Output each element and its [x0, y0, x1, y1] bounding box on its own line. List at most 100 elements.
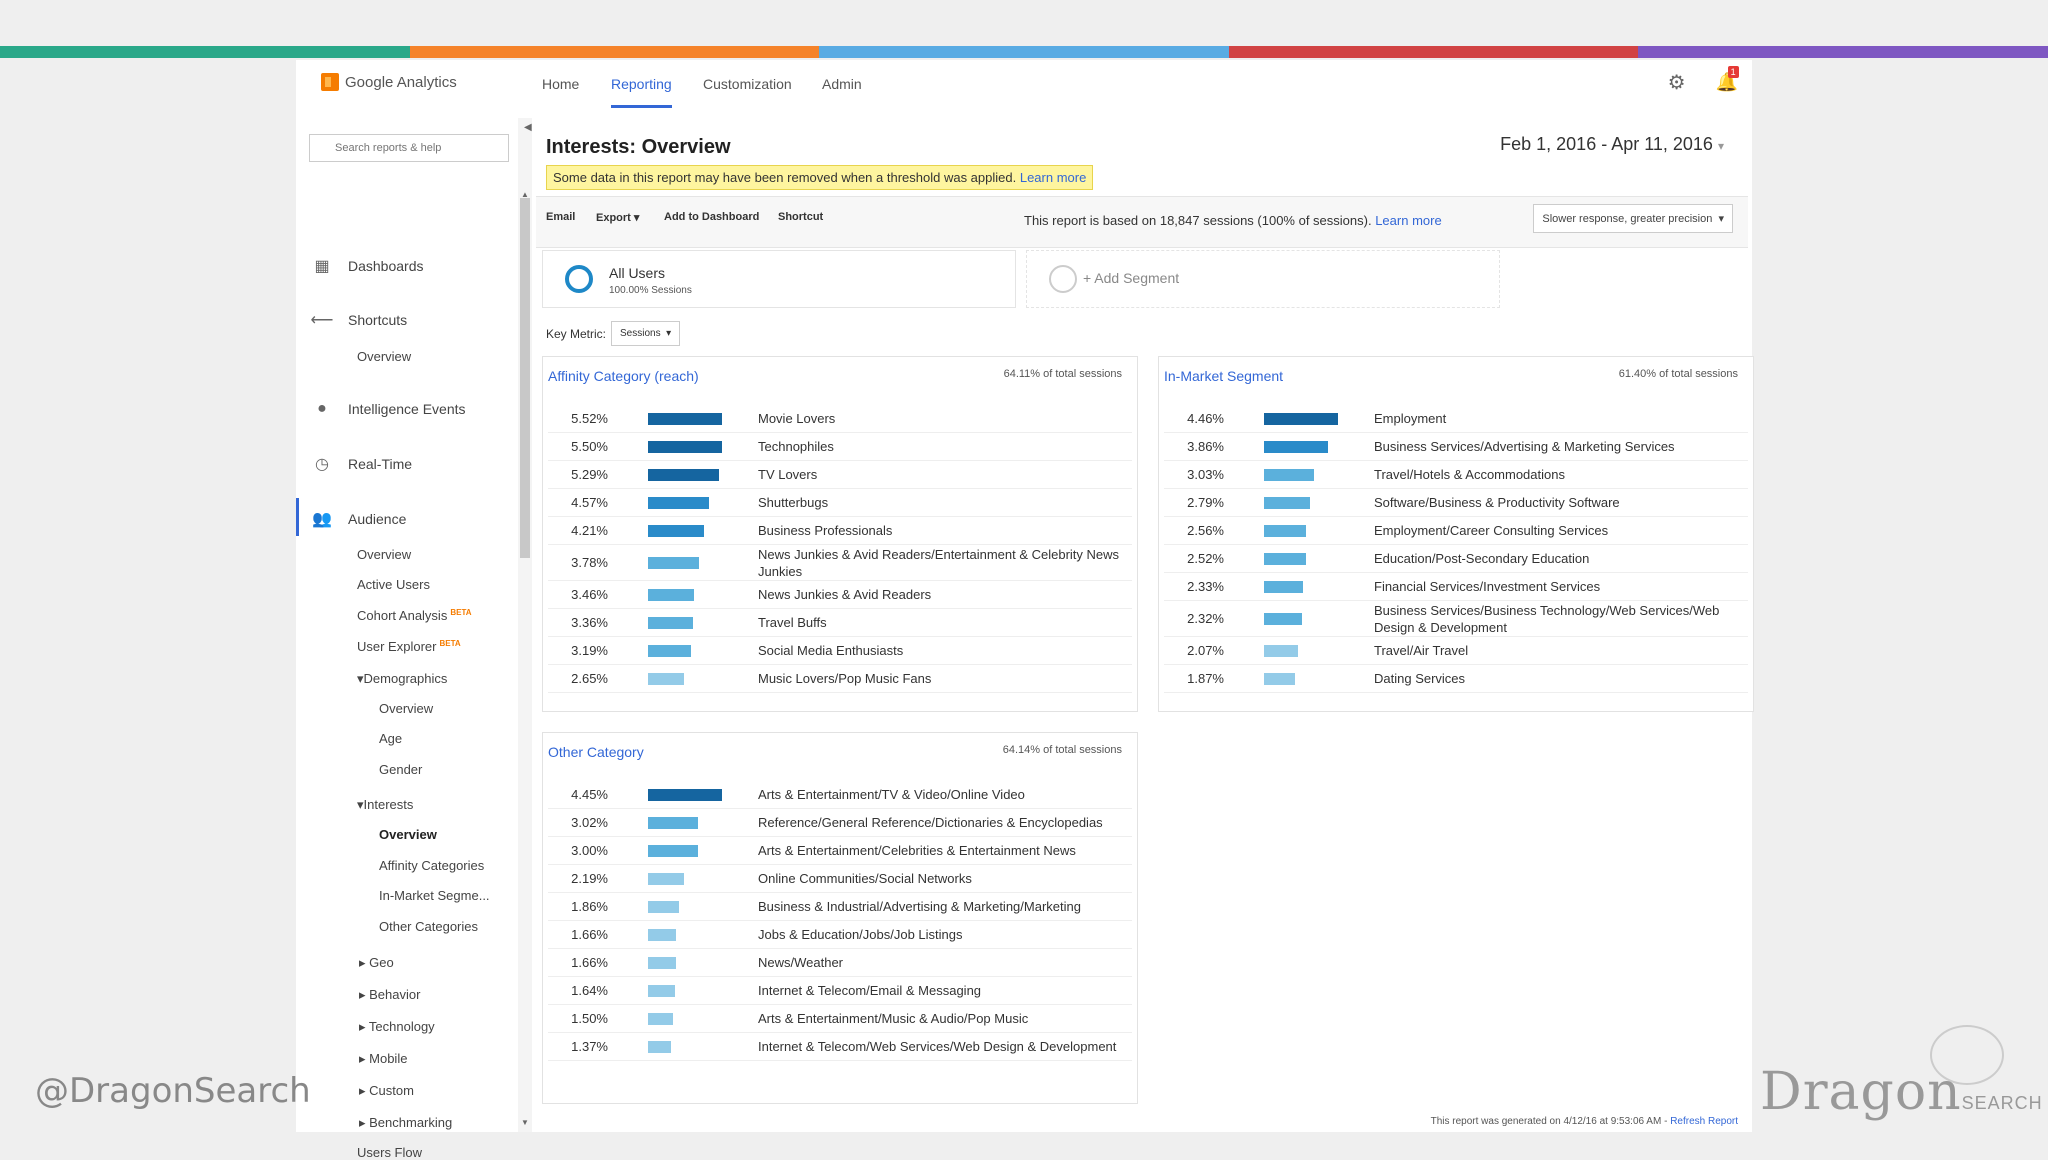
table-row[interactable]: 4.46% Employment — [1164, 405, 1748, 433]
key-metric-select[interactable]: Sessions ▾ — [611, 321, 681, 346]
segment-all-users[interactable]: All Users 100.00% Sessions — [542, 250, 1016, 308]
tab-reporting[interactable]: Reporting — [611, 76, 672, 108]
collapse-icon[interactable]: ◀ — [524, 122, 532, 133]
row-category[interactable]: Social Media Enthusiasts — [758, 643, 904, 658]
sidebar-item-cohort[interactable]: Cohort Analysis BETA — [357, 608, 472, 623]
row-category[interactable]: Arts & Entertainment/TV & Video/Online V… — [758, 787, 1025, 802]
sidebar-item-other[interactable]: Other Categories — [379, 919, 478, 934]
sidebar-scrollbar[interactable]: ▲ ▼ — [518, 118, 532, 1132]
row-category[interactable]: Business & Industrial/Advertising & Mark… — [758, 899, 1081, 914]
tab-home[interactable]: Home — [542, 76, 580, 92]
table-row[interactable]: 5.52% Movie Lovers — [548, 405, 1132, 433]
search-input[interactable] — [309, 134, 509, 162]
table-row[interactable]: 1.64% Internet & Telecom/Email & Messagin… — [548, 977, 1132, 1005]
sidebar-item-interests[interactable]: ▾Interests — [357, 797, 413, 813]
sidebar-item-interests-overview[interactable]: Overview — [379, 827, 437, 842]
gear-icon[interactable]: ⚙ — [1667, 72, 1686, 94]
sidebar-item-dashboards[interactable]: ▦ Dashboards — [311, 256, 423, 276]
add-segment-button[interactable]: + Add Segment — [1026, 250, 1500, 308]
row-category[interactable]: Music Lovers/Pop Music Fans — [758, 671, 932, 686]
sidebar-item-behavior[interactable]: ▸ Behavior — [359, 987, 420, 1003]
table-row[interactable]: 2.07% Travel/Air Travel — [1164, 637, 1748, 665]
sidebar-item-demographics[interactable]: ▾Demographics — [357, 671, 447, 687]
scroll-thumb[interactable] — [520, 198, 530, 558]
table-row[interactable]: 1.66% News/Weather — [548, 949, 1132, 977]
table-row[interactable]: 2.33% Financial Services/Investment Servi… — [1164, 573, 1748, 601]
sidebar-item-mobile[interactable]: ▸ Mobile — [359, 1051, 407, 1067]
table-row[interactable]: 2.19% Online Communities/Social Networks — [548, 865, 1132, 893]
row-category[interactable]: Education/Post-Secondary Education — [1374, 551, 1590, 566]
notice-learn-more[interactable]: Learn more — [1019, 170, 1087, 185]
table-row[interactable]: 1.50% Arts & Entertainment/Music & Audio/… — [548, 1005, 1132, 1033]
refresh-report-link[interactable]: Refresh Report — [1670, 1116, 1738, 1127]
table-row[interactable]: 2.56% Employment/Career Consulting Servic… — [1164, 517, 1748, 545]
bell-icon[interactable]: 🔔 1 — [1715, 66, 1739, 92]
table-row[interactable]: 3.36% Travel Buffs — [548, 609, 1132, 637]
scroll-down-icon[interactable]: ▼ — [521, 1118, 529, 1127]
row-category[interactable]: News Junkies & Avid Readers — [758, 587, 932, 602]
table-row[interactable]: 2.52% Education/Post-Secondary Education — [1164, 545, 1748, 573]
row-category[interactable]: Internet & Telecom/Email & Messaging — [758, 983, 982, 998]
sidebar-item-custom[interactable]: ▸ Custom — [359, 1083, 414, 1099]
table-row[interactable]: 3.02% Reference/General Reference/Diction… — [548, 809, 1132, 837]
row-category[interactable]: Arts & Entertainment/Celebrities & Enter… — [758, 843, 1076, 858]
row-category[interactable]: Shutterbugs — [758, 495, 829, 510]
export-button[interactable]: Export ▾ — [596, 211, 639, 224]
row-category[interactable]: Jobs & Education/Jobs/Job Listings — [758, 927, 963, 942]
row-category[interactable]: Business Services/Business Technology/We… — [1374, 602, 1720, 635]
precision-dropdown[interactable]: Slower response, greater precision ▾ — [1533, 204, 1733, 233]
row-category[interactable]: Internet & Telecom/Web Services/Web Desi… — [758, 1039, 1117, 1054]
sidebar-item-benchmarking[interactable]: ▸ Benchmarking — [359, 1115, 452, 1131]
sidebar-item-audience-overview[interactable]: Overview — [357, 547, 412, 562]
email-button[interactable]: Email — [546, 211, 576, 223]
table-row[interactable]: 5.29% TV Lovers — [548, 461, 1132, 489]
sidebar-item-inmarket[interactable]: In-Market Segme... — [379, 888, 490, 903]
sidebar-item-user-explorer[interactable]: User Explorer BETA — [357, 639, 461, 654]
row-category[interactable]: TV Lovers — [758, 467, 818, 482]
table-row[interactable]: 2.79% Software/Business & Productivity So… — [1164, 489, 1748, 517]
table-row[interactable]: 3.00% Arts & Entertainment/Celebrities & … — [548, 837, 1132, 865]
table-row[interactable]: 5.50% Technophiles — [548, 433, 1132, 461]
row-category[interactable]: Business Services/Advertising & Marketin… — [1374, 439, 1675, 454]
row-category[interactable]: News/Weather — [758, 955, 844, 970]
table-row[interactable]: 1.37% Internet & Telecom/Web Services/Web… — [548, 1033, 1132, 1061]
scroll-up-icon[interactable]: ▲ — [521, 190, 529, 199]
row-category[interactable]: Reference/General Reference/Dictionaries… — [758, 815, 1103, 830]
row-category[interactable]: News Junkies & Avid Readers/Entertainmen… — [758, 546, 1120, 579]
row-category[interactable]: Technophiles — [758, 439, 834, 454]
table-row[interactable]: 1.87% Dating Services — [1164, 665, 1748, 693]
tab-customization[interactable]: Customization — [703, 76, 792, 92]
sidebar-item-demographics-overview[interactable]: Overview — [379, 701, 434, 716]
sidebar-item-gender[interactable]: Gender — [379, 762, 423, 777]
date-range-picker[interactable]: Feb 1, 2016 - Apr 11, 2016 ▾ — [1500, 134, 1724, 155]
shortcut-button[interactable]: Shortcut — [778, 211, 824, 223]
table-row[interactable]: 3.19% Social Media Enthusiasts — [548, 637, 1132, 665]
table-row[interactable]: 2.32% Business Services/Business Technolo… — [1164, 601, 1748, 637]
row-category[interactable]: Employment/Career Consulting Services — [1374, 523, 1609, 538]
sidebar-item-intelligence[interactable]: ● Intelligence Events — [311, 399, 465, 419]
ga-logo[interactable]: Google Analytics — [321, 73, 457, 91]
add-to-dashboard-button[interactable]: Add to Dashboard — [664, 211, 760, 223]
sidebar-item-audience[interactable]: 👥 Audience — [311, 509, 406, 529]
sidebar-item-users-flow[interactable]: Users Flow — [357, 1145, 423, 1160]
table-row[interactable]: 1.86% Business & Industrial/Advertising &… — [548, 893, 1132, 921]
row-category[interactable]: Online Communities/Social Networks — [758, 871, 972, 886]
panel-title[interactable]: Affinity Category (reach) — [548, 368, 699, 384]
table-row[interactable]: 3.86% Business Services/Advertising & Mar… — [1164, 433, 1748, 461]
row-category[interactable]: Business Professionals — [758, 523, 893, 538]
panel-title[interactable]: Other Category — [548, 744, 644, 760]
tab-admin[interactable]: Admin — [822, 76, 862, 92]
sidebar-item-geo[interactable]: ▸ Geo — [359, 955, 394, 971]
row-category[interactable]: Travel Buffs — [758, 615, 827, 630]
sidebar-item-shortcuts[interactable]: ⟵ Shortcuts — [311, 310, 408, 330]
sidebar-item-active-users[interactable]: Active Users — [357, 577, 430, 592]
row-category[interactable]: Software/Business & Productivity Softwar… — [1374, 495, 1620, 510]
row-category[interactable]: Employment — [1374, 411, 1447, 426]
sidebar-item-affinity[interactable]: Affinity Categories — [379, 858, 485, 873]
row-category[interactable]: Movie Lovers — [758, 411, 836, 426]
row-category[interactable]: Dating Services — [1374, 671, 1466, 686]
table-row[interactable]: 3.03% Travel/Hotels & Accommodations — [1164, 461, 1748, 489]
sidebar-item-technology[interactable]: ▸ Technology — [359, 1019, 435, 1035]
table-row[interactable]: 3.78% News Junkies & Avid Readers/Enterta… — [548, 545, 1132, 581]
table-row[interactable]: 4.45% Arts & Entertainment/TV & Video/Onl… — [548, 781, 1132, 809]
